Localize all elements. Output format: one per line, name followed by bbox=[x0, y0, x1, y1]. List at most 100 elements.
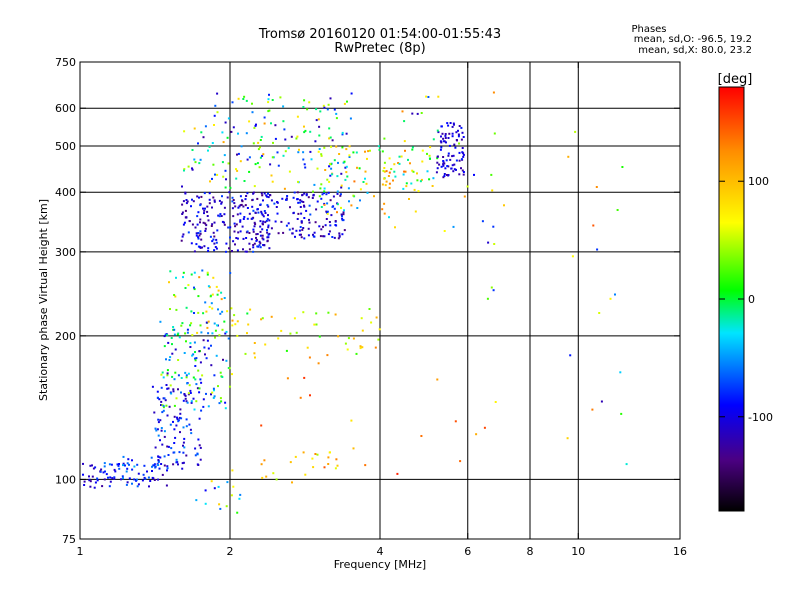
data-point bbox=[303, 205, 306, 208]
data-point bbox=[225, 330, 228, 333]
data-point bbox=[362, 181, 365, 183]
data-point bbox=[184, 287, 187, 289]
data-point bbox=[213, 389, 215, 392]
data-point bbox=[312, 190, 314, 193]
data-point bbox=[183, 130, 186, 133]
data-point bbox=[398, 162, 401, 165]
data-point bbox=[244, 352, 247, 355]
data-point bbox=[246, 332, 248, 335]
data-point bbox=[220, 291, 223, 294]
y-tick-label: 300 bbox=[55, 246, 76, 259]
data-point bbox=[165, 384, 168, 386]
data-point bbox=[242, 237, 245, 240]
data-point bbox=[182, 276, 184, 279]
data-point bbox=[454, 420, 457, 423]
data-point bbox=[126, 462, 129, 465]
data-point bbox=[277, 232, 280, 235]
data-point bbox=[320, 206, 323, 208]
data-point bbox=[283, 187, 286, 190]
data-point bbox=[462, 173, 465, 176]
data-point bbox=[381, 150, 384, 153]
data-point bbox=[359, 188, 362, 191]
data-point bbox=[303, 376, 306, 379]
data-point bbox=[240, 145, 243, 148]
data-point bbox=[219, 312, 222, 315]
data-point bbox=[451, 135, 454, 138]
data-point bbox=[195, 232, 198, 235]
data-point bbox=[211, 223, 214, 226]
data-point bbox=[364, 170, 367, 173]
data-point bbox=[163, 430, 166, 433]
data-point bbox=[303, 131, 306, 134]
data-point bbox=[183, 221, 186, 224]
data-point bbox=[243, 216, 246, 218]
data-point bbox=[224, 407, 227, 410]
data-point bbox=[206, 210, 209, 213]
data-point bbox=[167, 387, 170, 390]
data-point bbox=[392, 179, 394, 182]
data-point bbox=[426, 152, 428, 155]
data-point bbox=[359, 347, 362, 350]
data-point bbox=[180, 324, 183, 327]
data-point bbox=[414, 210, 417, 213]
data-point bbox=[261, 154, 264, 157]
data-point bbox=[219, 507, 222, 510]
data-point bbox=[91, 475, 94, 478]
data-point bbox=[274, 124, 277, 127]
data-point bbox=[206, 215, 209, 217]
data-point bbox=[172, 463, 175, 466]
data-point bbox=[402, 187, 405, 190]
data-point bbox=[459, 460, 462, 463]
data-point bbox=[388, 157, 391, 160]
data-point bbox=[274, 137, 277, 140]
data-point bbox=[336, 175, 339, 178]
data-point bbox=[172, 390, 175, 393]
data-point bbox=[348, 156, 351, 158]
data-point bbox=[223, 221, 225, 224]
data-point bbox=[493, 132, 496, 135]
data-point bbox=[155, 429, 158, 432]
data-point bbox=[231, 101, 234, 104]
data-point bbox=[169, 356, 172, 359]
data-point bbox=[245, 132, 248, 135]
data-point bbox=[230, 494, 233, 497]
data-point bbox=[205, 392, 207, 395]
data-point bbox=[403, 120, 406, 123]
data-point bbox=[209, 235, 212, 238]
data-point bbox=[359, 345, 362, 348]
data-point bbox=[252, 209, 255, 212]
data-point bbox=[184, 216, 187, 219]
data-point bbox=[318, 195, 321, 198]
data-point bbox=[159, 456, 162, 459]
data-point bbox=[342, 211, 345, 214]
data-point bbox=[393, 163, 396, 166]
data-point bbox=[411, 169, 414, 172]
data-point bbox=[172, 326, 175, 328]
data-point bbox=[258, 240, 261, 243]
data-point bbox=[173, 442, 176, 444]
data-point bbox=[189, 428, 192, 431]
data-point bbox=[411, 146, 414, 149]
data-point bbox=[267, 192, 269, 195]
data-point bbox=[223, 154, 226, 157]
data-point bbox=[211, 307, 214, 310]
data-point bbox=[217, 214, 220, 217]
data-point bbox=[315, 119, 318, 122]
data-point bbox=[303, 163, 306, 166]
data-point bbox=[205, 321, 208, 324]
data-point bbox=[302, 158, 305, 161]
data-point bbox=[225, 178, 227, 181]
data-point bbox=[446, 122, 449, 125]
data-point bbox=[449, 122, 452, 124]
data-point bbox=[436, 155, 439, 158]
data-point bbox=[276, 151, 279, 154]
data-point bbox=[191, 168, 194, 171]
data-point bbox=[299, 201, 301, 204]
data-point bbox=[189, 392, 192, 394]
x-tick-label: 6 bbox=[464, 545, 471, 558]
data-point bbox=[160, 427, 163, 429]
data-point bbox=[186, 382, 189, 385]
data-point bbox=[252, 244, 255, 246]
data-point bbox=[420, 112, 423, 114]
data-point bbox=[261, 194, 264, 197]
